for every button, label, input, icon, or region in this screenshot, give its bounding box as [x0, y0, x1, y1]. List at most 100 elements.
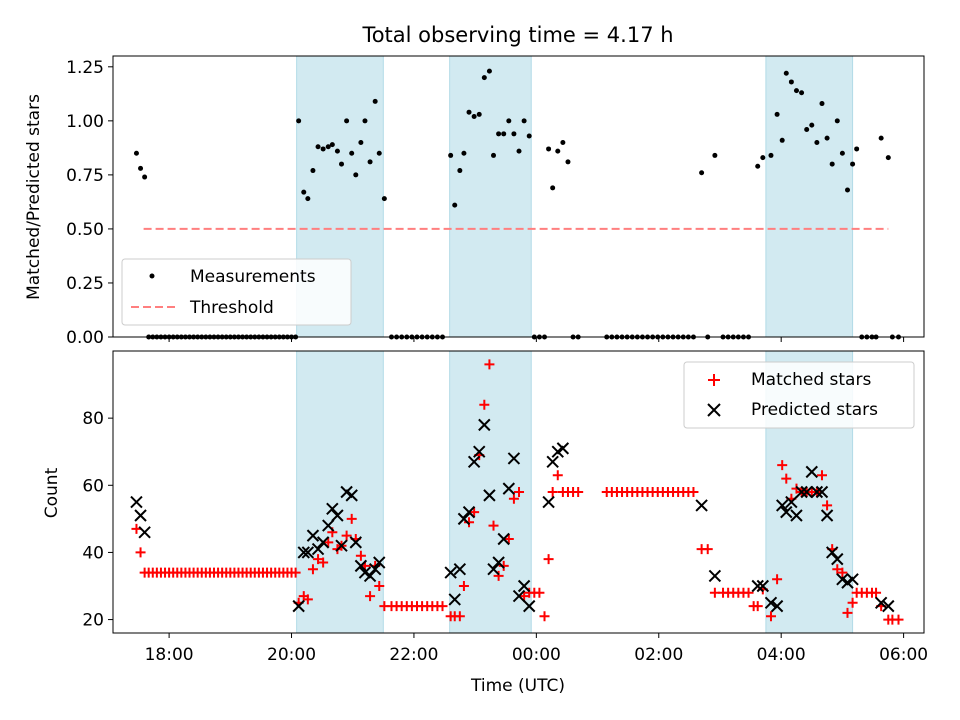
matched-star-marker — [752, 601, 763, 612]
matched-star-marker — [777, 460, 788, 471]
predicted-star-marker — [363, 569, 377, 583]
legend-marker-predicted-stars — [707, 403, 721, 417]
matched-star-marker — [688, 487, 699, 497]
measurement-point — [138, 165, 144, 171]
measurement-point — [142, 174, 148, 180]
measurement-point — [501, 131, 507, 137]
predicted-star-marker — [882, 599, 895, 613]
measurement-point — [358, 139, 364, 145]
matched-star-marker — [479, 399, 490, 410]
measurement-point — [555, 148, 561, 154]
predicted-star-marker — [306, 529, 320, 542]
predicted-star-marker — [354, 559, 368, 573]
predicted-star-marker — [805, 465, 818, 479]
matched-star-marker — [822, 500, 833, 511]
top-legend: Measurements Threshold — [121, 258, 352, 326]
predicted-star-marker — [795, 485, 808, 499]
matched-star-marker — [374, 581, 385, 591]
predicted-star-marker — [457, 512, 471, 526]
matched-star-marker — [816, 470, 827, 481]
y-tick-label: 20 — [82, 611, 104, 631]
predicted-star-marker — [502, 482, 516, 495]
legend-label-measurements: Measurements — [190, 267, 316, 287]
matched-star-marker — [765, 611, 776, 622]
matched-stars-points — [131, 359, 904, 625]
predicted-star-marker — [497, 532, 510, 546]
x-axis-label: Time (UTC) — [470, 676, 565, 696]
matched-star-marker — [842, 607, 853, 618]
predicted-star-marker — [487, 563, 500, 576]
measurement-point — [788, 79, 794, 85]
measurement-point — [793, 88, 799, 94]
measurement-point — [565, 159, 571, 165]
predicted-star-marker — [874, 596, 888, 609]
measurement-point — [850, 161, 856, 167]
matched-star-marker — [135, 547, 146, 558]
predicted-star-marker — [695, 499, 708, 512]
predicted-star-marker — [483, 489, 496, 502]
measurement-point — [779, 137, 785, 143]
matched-star-marker — [847, 597, 858, 608]
predicted-star-marker — [301, 546, 315, 559]
predicted-star-marker — [512, 589, 526, 603]
measurement-point — [550, 185, 556, 191]
top-y-axis-label: Matched/Predicted stars — [24, 94, 44, 300]
predicted-star-marker — [810, 485, 824, 499]
measurement-point — [448, 152, 454, 158]
legend-marker-measurements — [149, 273, 155, 279]
measurement-point — [315, 144, 321, 150]
y-tick-label: 0.00 — [66, 328, 104, 348]
matched-star-marker — [534, 587, 545, 598]
predicted-star-marker — [846, 573, 859, 586]
measurement-point — [804, 126, 810, 132]
predicted-star-marker — [349, 536, 362, 549]
matched-star-marker — [552, 470, 563, 481]
measurement-point — [310, 168, 316, 174]
matched-star-marker — [484, 359, 495, 370]
legend-label-threshold: Threshold — [189, 298, 274, 318]
measurement-point — [133, 150, 139, 156]
predicted-star-marker — [831, 552, 844, 566]
predicted-star-marker — [492, 556, 505, 569]
bottom-x-ticks: 18:00 20:00 22:00 00:00 02:00 04:00 06:00 — [145, 633, 928, 665]
x-tick-label: 00:00 — [512, 645, 561, 665]
matched-star-marker — [313, 554, 324, 565]
measurement-point — [367, 159, 373, 165]
matched-star-marker — [832, 564, 843, 575]
measurement-point — [372, 98, 378, 104]
predicted-star-marker — [708, 569, 722, 583]
matched-star-marker — [893, 614, 904, 625]
measurement-point — [854, 146, 860, 152]
shaded-interval — [449, 55, 532, 338]
measurement-point — [486, 68, 492, 74]
measurement-point — [516, 148, 522, 154]
measurement-point — [560, 139, 566, 145]
measurement-point — [878, 135, 884, 141]
predicted-star-marker — [138, 526, 151, 539]
bottom-legend-box — [683, 361, 915, 429]
matched-star-marker — [365, 591, 376, 602]
measurement-point — [496, 131, 502, 137]
measurement-point — [809, 122, 815, 128]
predicted-star-marker — [345, 489, 358, 502]
matched-star-marker — [781, 473, 792, 484]
measurement-point — [349, 150, 355, 156]
matched-star-marker — [341, 530, 352, 541]
matched-star-marker — [772, 574, 783, 585]
predicted-star-marker — [785, 495, 798, 509]
measurement-point — [839, 150, 845, 156]
predicted-star-marker — [331, 509, 344, 522]
predicted-star-marker — [556, 442, 570, 455]
measurement-point — [829, 161, 835, 167]
matched-star-marker — [355, 550, 366, 561]
measurement-point — [712, 152, 718, 158]
measurement-point — [699, 170, 705, 176]
bottom-y-axis-label: Count — [42, 467, 62, 518]
measurement-point — [824, 135, 830, 141]
measurement-point — [301, 189, 307, 195]
measurement-point — [783, 70, 789, 76]
measurement-point — [320, 146, 326, 152]
matched-star-marker — [791, 483, 802, 494]
y-tick-label: 80 — [82, 409, 104, 429]
